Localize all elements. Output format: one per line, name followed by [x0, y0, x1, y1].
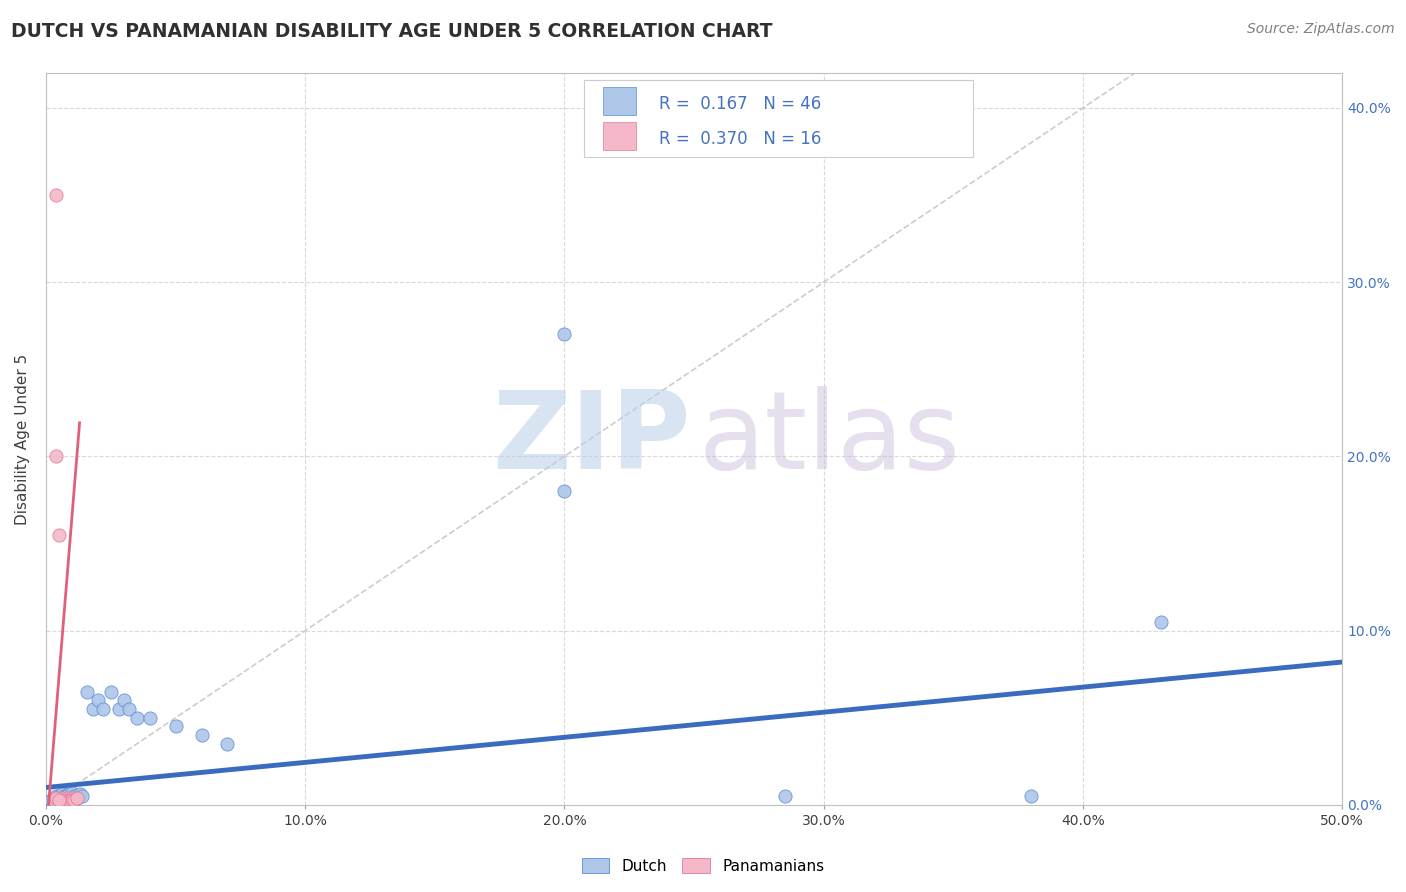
Point: [60, 793, 83, 807]
Point: [51, 794, 73, 808]
Point: [55, 793, 77, 807]
Point: [39, 793, 62, 807]
Point: [91, 702, 114, 716]
Point: [58, 788, 80, 802]
Point: [773, 789, 796, 804]
Point: [51, 791, 73, 805]
Point: [66, 791, 89, 805]
Point: [53, 793, 76, 807]
Point: [107, 702, 129, 716]
Point: [76, 684, 98, 698]
Text: Source: ZipAtlas.com: Source: ZipAtlas.com: [1247, 22, 1395, 37]
Point: [190, 728, 212, 742]
Point: [55, 791, 77, 805]
Point: [58, 793, 80, 807]
Point: [55, 793, 77, 807]
Point: [87, 693, 110, 707]
Point: [42, 793, 65, 807]
Point: [48, 528, 70, 542]
Point: [39, 794, 62, 808]
Point: [118, 702, 141, 716]
Point: [45, 188, 67, 202]
Point: [53, 793, 76, 807]
FancyBboxPatch shape: [603, 122, 636, 150]
Text: R =  0.167   N = 46: R = 0.167 N = 46: [659, 95, 821, 112]
Point: [48, 789, 70, 804]
Text: ZIP: ZIP: [492, 386, 690, 492]
Point: [48, 793, 70, 807]
Point: [42, 794, 65, 808]
Point: [45, 791, 67, 805]
Point: [42, 796, 65, 810]
Point: [125, 711, 148, 725]
Point: [217, 737, 239, 751]
Point: [42, 791, 65, 805]
Point: [53, 789, 76, 804]
Point: [69, 788, 91, 802]
Point: [45, 794, 67, 808]
Point: [1019, 789, 1042, 804]
Legend: Dutch, Panamanians: Dutch, Panamanians: [575, 852, 831, 880]
Text: atlas: atlas: [697, 386, 960, 492]
Point: [51, 788, 73, 802]
Y-axis label: Disability Age Under 5: Disability Age Under 5: [15, 353, 30, 524]
FancyBboxPatch shape: [583, 80, 973, 157]
Point: [138, 711, 160, 725]
Point: [51, 791, 73, 805]
Point: [58, 793, 80, 807]
Point: [53, 794, 76, 808]
Point: [48, 793, 70, 807]
Point: [45, 793, 67, 807]
Point: [51, 793, 73, 807]
Point: [72, 789, 94, 804]
Point: [60, 791, 83, 805]
Point: [55, 789, 77, 804]
Point: [165, 719, 187, 733]
Point: [60, 791, 83, 805]
Point: [45, 789, 67, 804]
Point: [63, 793, 86, 807]
Point: [100, 684, 122, 698]
Point: [553, 484, 575, 499]
Text: DUTCH VS PANAMANIAN DISABILITY AGE UNDER 5 CORRELATION CHART: DUTCH VS PANAMANIAN DISABILITY AGE UNDER…: [11, 22, 773, 41]
Point: [63, 789, 86, 804]
Point: [1150, 615, 1173, 629]
Point: [60, 786, 83, 800]
FancyBboxPatch shape: [603, 87, 636, 115]
Point: [48, 796, 70, 810]
Point: [82, 702, 104, 716]
Point: [112, 693, 135, 707]
Point: [553, 327, 575, 342]
Text: R =  0.370   N = 16: R = 0.370 N = 16: [659, 130, 821, 148]
Point: [45, 450, 67, 464]
Point: [66, 791, 89, 805]
Point: [38, 796, 60, 810]
